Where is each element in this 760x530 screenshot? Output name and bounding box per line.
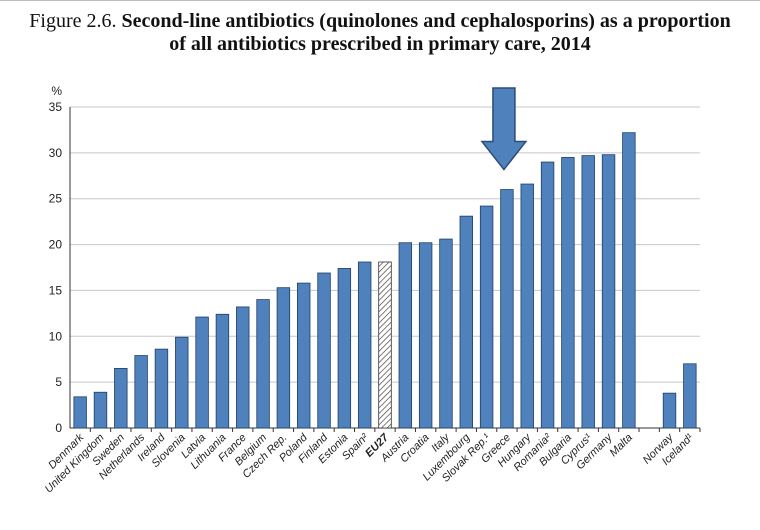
bar-poland bbox=[297, 282, 311, 429]
bar-germany bbox=[601, 154, 616, 429]
bar-eu27 bbox=[378, 261, 392, 429]
bar-czech-rep- bbox=[276, 287, 291, 429]
figure-label: Figure 2.6. bbox=[29, 10, 117, 32]
bar-finland bbox=[317, 272, 331, 429]
bar-united-kingdom bbox=[93, 391, 108, 429]
bar-latvia bbox=[195, 316, 209, 429]
bar-iceland- bbox=[683, 363, 697, 429]
bar-malta bbox=[622, 132, 636, 429]
bar-greece bbox=[500, 189, 514, 429]
y-tick-label-5: 5 bbox=[55, 375, 62, 389]
y-tick-label-30: 30 bbox=[49, 146, 63, 160]
bar-slovenia bbox=[175, 336, 189, 429]
bar-spain- bbox=[357, 261, 372, 429]
bar-slovak-rep- bbox=[479, 205, 494, 429]
bar-luxembourg bbox=[459, 215, 473, 429]
bar-hungary bbox=[520, 183, 534, 429]
bar-lithuania bbox=[215, 313, 230, 429]
bar-austria bbox=[398, 242, 413, 429]
chart-title: Figure 2.6. Second-line antibiotics (qui… bbox=[0, 10, 760, 56]
annotation-arrow bbox=[480, 87, 528, 171]
title-line-2: of all antibiotics prescribed in primary… bbox=[169, 33, 591, 55]
bar-netherlands bbox=[134, 355, 148, 429]
bar-sweden bbox=[114, 367, 128, 429]
bar-france bbox=[236, 306, 250, 429]
bar-denmark bbox=[73, 396, 87, 429]
y-tick-label-10: 10 bbox=[49, 329, 63, 343]
y-tick-label-15: 15 bbox=[49, 283, 63, 297]
y-tick-label-35: 35 bbox=[49, 100, 63, 114]
bar-ireland bbox=[154, 348, 169, 429]
y-tick-label-0: 0 bbox=[55, 421, 62, 435]
bar-cyprus- bbox=[581, 155, 595, 429]
x-label-malta: Malta bbox=[607, 432, 635, 460]
bar-belgium bbox=[256, 299, 270, 429]
y-axis-unit: % bbox=[51, 84, 62, 98]
bar-croatia bbox=[418, 242, 433, 429]
y-tick-label-20: 20 bbox=[49, 238, 63, 252]
bar-italy bbox=[439, 238, 453, 429]
bar-romania- bbox=[540, 161, 555, 429]
bar-estonia bbox=[337, 268, 352, 429]
y-tick-label-25: 25 bbox=[49, 192, 63, 206]
title-line-1: Second-line antibiotics (quinolones and … bbox=[121, 10, 731, 32]
top-border bbox=[0, 0, 760, 1]
bar-bulgaria bbox=[561, 157, 575, 429]
bar-norway bbox=[662, 392, 677, 429]
